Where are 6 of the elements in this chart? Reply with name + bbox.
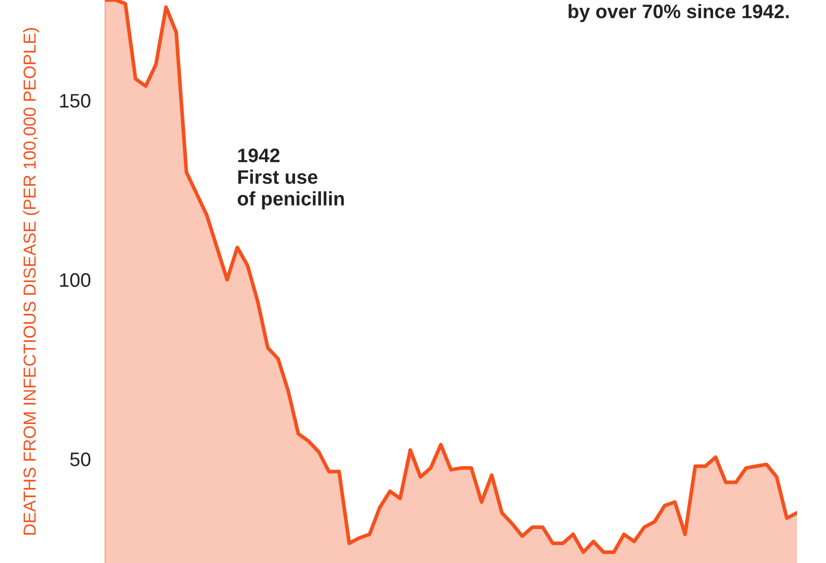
y-tick-label: 150: [60, 94, 90, 108]
y-tick-label: 50: [70, 452, 90, 466]
annotation: by over 70% since 1942.: [568, 4, 789, 22]
y-axis-title: DEATHS FROM INFECTIOUS DISEASE (PER 100,000 PEOPLE): [23, 28, 40, 535]
annotation: 1942 First use of penicillin: [238, 148, 344, 210]
y-tick-label: 100: [60, 273, 90, 287]
